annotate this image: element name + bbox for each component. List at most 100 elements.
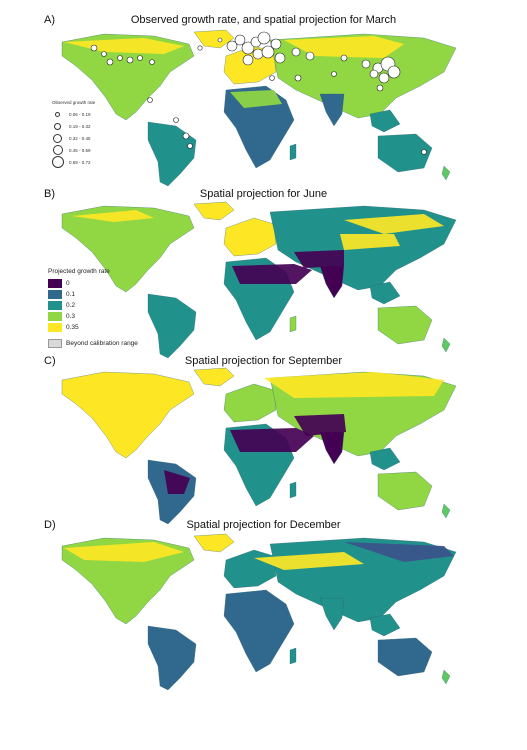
growth-region (154, 640, 184, 682)
observed-site-marker (421, 149, 427, 155)
observed-site-marker (261, 45, 275, 59)
growth-region (254, 552, 364, 570)
land-africa (223, 589, 295, 673)
legend-label: 0 (66, 280, 70, 287)
legend-swatch (48, 279, 62, 288)
growth-region (64, 542, 184, 562)
land-northAmerica (61, 371, 195, 459)
land-india (319, 597, 345, 631)
observed-site-marker (270, 38, 282, 50)
land-india (319, 431, 345, 465)
land-southAmerica (147, 293, 197, 359)
legend-item: 0.35 (48, 322, 138, 333)
legend-label: Beyond calibration range (66, 340, 138, 347)
land-greenland (193, 533, 235, 553)
land-india (319, 93, 345, 127)
legend-item: 0.59 - 0.72 (52, 156, 142, 168)
legend-label: 0.06 - 0.19 (69, 111, 91, 117)
land-australia (377, 471, 433, 511)
panel-title: Spatial projection for September (184, 355, 343, 367)
legend-swatch (48, 290, 62, 299)
observed-site-marker (294, 74, 302, 82)
observed-site-marker (340, 54, 348, 62)
legend-label: 0.45 - 0.59 (69, 147, 91, 153)
growth-region (230, 428, 314, 452)
land-australia (377, 637, 433, 677)
observed-site-marker (369, 69, 379, 79)
observed-site-marker (291, 47, 301, 57)
legend-item: 0.19 - 0.32 (52, 120, 142, 132)
observed-site-marker (361, 59, 371, 69)
legend-label: 0.19 - 0.32 (69, 123, 91, 129)
land-seAsia (369, 281, 401, 305)
growth-region (284, 36, 404, 58)
legend-label: 0.3 (66, 313, 76, 320)
legend-label: 0.1 (66, 291, 76, 298)
observed-site-marker (217, 37, 223, 43)
observed-site-marker (101, 51, 107, 57)
legend-item: 0.1 (48, 289, 138, 300)
legend-beyond: Beyond calibration range (48, 339, 138, 348)
observed-site-marker (147, 97, 153, 103)
legend-swatch (48, 339, 62, 348)
map-december (61, 533, 457, 691)
observed-site-marker (305, 51, 315, 61)
land-europe (223, 383, 277, 423)
panel-title: Observed growth rate, and spatial projec… (130, 14, 397, 26)
observed-site-marker (269, 75, 275, 81)
legend-label: 0.59 - 0.72 (69, 159, 91, 165)
observed-site-marker (387, 65, 401, 79)
land-madagascar (289, 647, 297, 665)
panel-letter: C) (44, 355, 56, 367)
observed-site-marker (149, 59, 155, 65)
legend-item: 0.3 (48, 311, 138, 322)
land-madagascar (289, 315, 297, 333)
growth-region (64, 38, 184, 54)
growth-region (294, 250, 344, 268)
land-northAmerica (61, 205, 195, 293)
land-greenland (193, 201, 235, 221)
growth-region (294, 414, 346, 436)
growth-region (230, 90, 282, 108)
observed-site-marker (106, 58, 114, 66)
growth-region (340, 234, 400, 250)
land-europe (223, 549, 277, 589)
land-seAsia (369, 447, 401, 471)
legend-item: 0.32 - 0.45 (52, 132, 142, 144)
observed-site-marker (173, 117, 179, 123)
observed-site-marker (187, 143, 193, 149)
legend-swatch (48, 323, 62, 332)
observed-site-marker (257, 31, 271, 45)
land-madagascar (289, 481, 297, 499)
observed-site-marker (252, 48, 264, 60)
observed-site-marker (274, 52, 286, 64)
land-india (319, 265, 345, 299)
land-greenland (193, 29, 235, 49)
growth-region (72, 210, 154, 222)
observed-site-marker (331, 71, 337, 77)
observed-site-marker (378, 72, 390, 84)
panel-title: Spatial projection for December (186, 519, 341, 531)
observed-site-marker (117, 55, 123, 61)
map-september (61, 367, 457, 525)
legend-item: 0.2 (48, 300, 138, 311)
map-june (61, 201, 457, 359)
observed-site-marker (90, 44, 98, 52)
observed-site-marker (241, 41, 255, 55)
panel-letter: A) (44, 14, 55, 26)
legend-swatch (48, 312, 62, 321)
legend-label: 0.35 (66, 324, 79, 331)
legend-item: 0 (48, 278, 138, 289)
observed-site-marker (242, 54, 254, 66)
observed-site-marker (197, 45, 203, 51)
legend-label: 0.32 - 0.45 (69, 135, 91, 141)
legend-item: 0.06 - 0.19 (52, 108, 142, 120)
land-newZealand (441, 503, 451, 519)
map-march (61, 29, 457, 187)
legend-label: 0.2 (66, 302, 76, 309)
observed-growth-legend: Observed growth rate 0.06 - 0.19 0.19 - … (52, 100, 142, 168)
observed-site-marker (126, 56, 134, 64)
growth-region (232, 264, 312, 284)
land-madagascar (289, 143, 297, 161)
observed-site-marker (137, 55, 143, 61)
